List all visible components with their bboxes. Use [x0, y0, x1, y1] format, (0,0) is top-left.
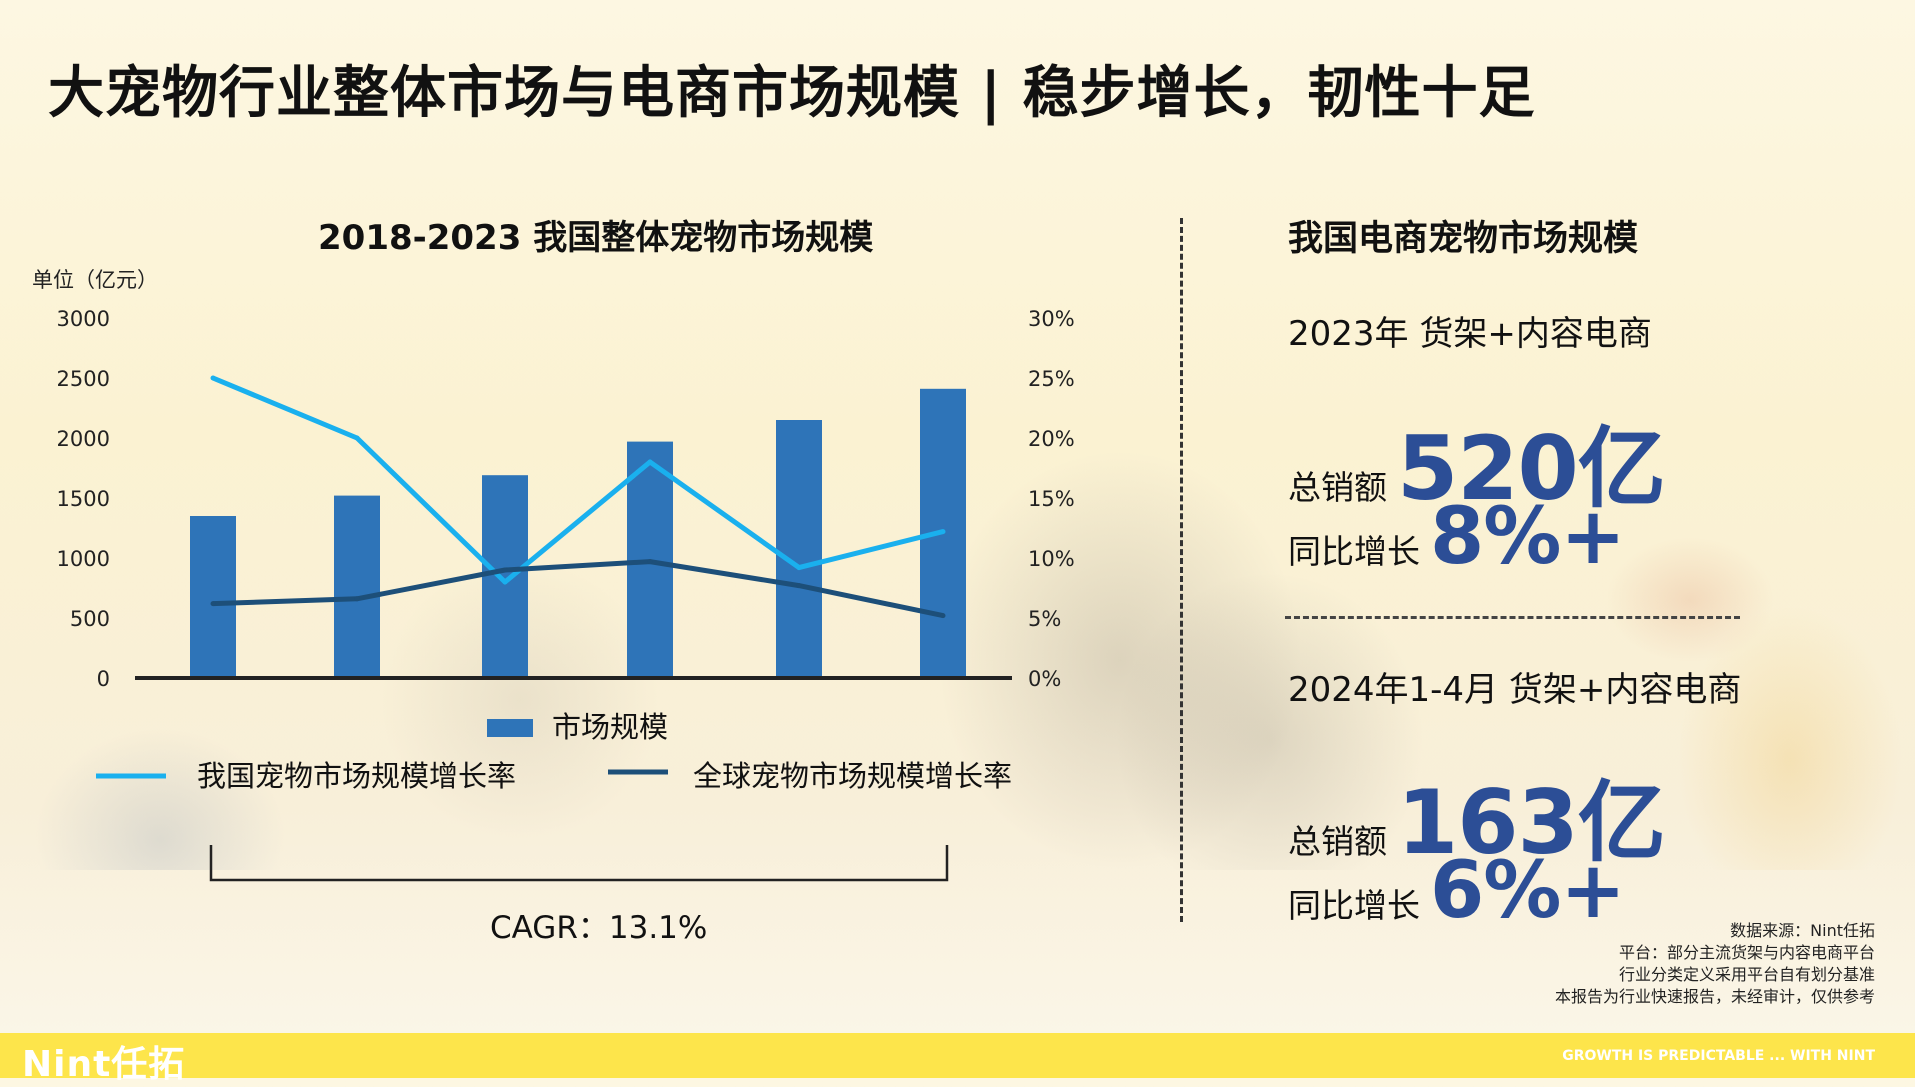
china-growth-point	[354, 435, 360, 441]
legend-bar-swatch	[487, 719, 533, 737]
sales-2023-row: 总销额 520亿	[1288, 398, 1666, 525]
footer-bar: Nint任拓 GROWTH IS PREDICTABLE ... WITH NI…	[0, 1033, 1915, 1085]
y-left-tick-label: 2500	[57, 367, 110, 391]
growth-2024-label: 同比增长	[1288, 886, 1420, 925]
bar	[482, 475, 528, 678]
china-growth-line	[212, 375, 944, 585]
china-growth-point	[210, 375, 216, 381]
global-growth-point	[796, 583, 802, 589]
y-right-tick-label: 20%	[1028, 427, 1075, 451]
y-right-tick-label: 15%	[1028, 487, 1075, 511]
y-left-tick-label: 1000	[57, 547, 110, 571]
source-note: 数据来源：Nint任拓	[1730, 921, 1875, 940]
cagr-label: CAGR：13.1%	[490, 910, 708, 946]
horizontal-divider	[1285, 616, 1740, 619]
legend-global-line-label: 全球宠物市场规模增长率	[693, 759, 1012, 793]
growth-2023-label: 同比增长	[1288, 532, 1420, 571]
global-growth-point	[354, 596, 360, 602]
global-growth-point	[940, 613, 946, 619]
platform-note: 平台：部分主流货架与内容电商平台	[1618, 943, 1875, 962]
y-left-tick-label: 2000	[57, 427, 110, 451]
y-left-tick-label: 0	[97, 667, 110, 691]
classification-note: 行业分类定义采用平台自有划分基准	[1618, 965, 1875, 984]
y-right-tick-label: 25%	[1028, 367, 1075, 391]
y-left-tick-label: 1500	[57, 487, 110, 511]
y-right-tick-label: 10%	[1028, 547, 1075, 571]
china-growth-point	[502, 579, 508, 585]
bar	[190, 516, 236, 678]
china-growth-point	[647, 459, 653, 465]
footer-logo: Nint任拓	[22, 1044, 186, 1085]
global-growth-line	[212, 559, 944, 619]
period-2024-label: 2024年1-4月 货架+内容电商	[1288, 670, 1742, 710]
vertical-divider	[1180, 218, 1183, 922]
sales-2023-label: 总销额	[1288, 468, 1387, 507]
china-growth-point	[940, 529, 946, 535]
chart-title: 2018-2023 我国整体宠物市场规模	[318, 218, 874, 258]
source-notes: 数据来源：Nint任拓 平台：部分主流货架与内容电商平台 行业分类定义采用平台自…	[1555, 920, 1875, 1008]
legend-bar-label: 市场规模	[552, 710, 668, 744]
growth-2024-row: 同比增长 6%+	[1288, 846, 1626, 936]
disclaimer-note: 本报告为行业快速报告，未经审计，仅供参考	[1554, 987, 1875, 1006]
y-right-tick-label: 0%	[1028, 667, 1061, 691]
market-size-chart: 0 500 1000 1500 2000 2500 3000 0% 5% 10% 15% 20% 25%…	[57, 307, 1075, 882]
sales-2024-label: 总销额	[1288, 822, 1387, 861]
ecommerce-panel-title: 我国电商宠物市场规模	[1288, 219, 1639, 259]
global-growth-point	[502, 567, 508, 573]
global-growth-point	[647, 559, 653, 565]
growth-2024-value: 6%+	[1430, 846, 1626, 936]
global-growth-point	[210, 601, 216, 607]
sales-2024-value: 163亿	[1397, 771, 1666, 874]
y-axis-unit-label: 单位（亿元）	[32, 268, 158, 292]
bar	[776, 420, 822, 678]
sales-2023-value: 520亿	[1397, 417, 1666, 520]
cagr-bracket	[209, 845, 949, 882]
y-right-tick-label: 5%	[1028, 607, 1061, 631]
sales-2024-row: 总销额 163亿	[1288, 752, 1666, 879]
y-left-tick-label: 500	[70, 607, 110, 631]
y-left-tick-label: 3000	[57, 307, 110, 331]
period-2023-label: 2023年 货架+内容电商	[1288, 314, 1652, 354]
page-title: 大宠物行业整体市场与电商市场规模 | 稳步增长，韧性十足	[48, 61, 1536, 126]
bar	[334, 495, 380, 678]
legend-china-line-label: 我国宠物市场规模增长率	[197, 759, 516, 793]
growth-2023-value: 8%+	[1430, 492, 1626, 582]
y-right-tick-label: 30%	[1028, 307, 1075, 331]
footer-slogan: GROWTH IS PREDICTABLE ... WITH NINT	[1562, 1048, 1875, 1064]
china-growth-point	[796, 565, 802, 571]
growth-2023-row: 同比增长 8%+	[1288, 492, 1626, 582]
